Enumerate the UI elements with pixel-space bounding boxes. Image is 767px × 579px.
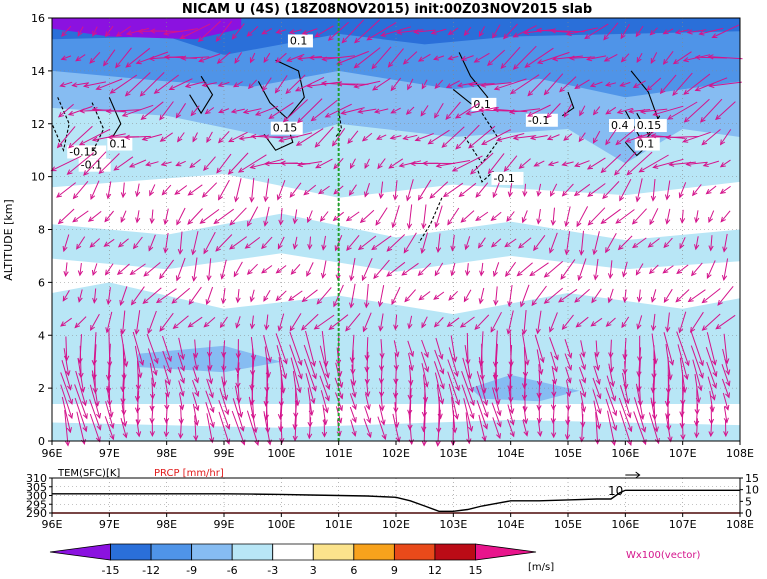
sub-x-tick-label: 101E [325,518,353,531]
x-tick-label: 97E [99,447,120,460]
temp-annotation: 10 [608,484,623,498]
wind-vector [467,333,468,364]
colorbar-swatch [354,544,395,560]
contour-label: -0.1 [493,172,514,185]
colorbar-swatch [313,544,354,560]
colorbar-swatch [394,544,435,560]
x-tick-label: 96E [42,447,63,460]
x-tick-label: 98E [156,447,177,460]
x-tick-label: 100E [267,447,295,460]
contour-label: 0.15 [273,122,298,135]
colorbar-tick-label: 15 [468,564,482,575]
colorbar-tick-label: -12 [142,564,160,575]
colorbar-unit: [m/s] [528,562,554,573]
colorbar-tick-label: 6 [350,564,357,575]
x-tick-label: 105E [554,447,582,460]
x-tick-label: 107E [669,447,697,460]
x-tick-label: 106E [611,447,639,460]
sub-x-tick-label: 96E [42,518,63,531]
sub-x-tick-label: 106E [611,518,639,531]
sub-right-tick-label: 15 [745,472,759,485]
y-tick-label: 10 [31,171,45,184]
colorbar-swatch [475,544,536,560]
colorbar-tick-label: -3 [267,564,278,575]
x-tick-label: 99E [214,447,235,460]
surface-temp-label: TEM(SFC)[K] [57,468,120,479]
sub-x-tick-label: 104E [497,518,525,531]
precip-label: PRCP [mm/hr] [154,468,224,479]
colorbar-tick-label: 12 [428,564,442,575]
colorbar-swatch [192,544,233,560]
x-tick-label: 102E [382,447,410,460]
colorbar-swatch [435,544,476,560]
colorbar-tick-label: -6 [227,564,238,575]
sub-x-tick-label: 105E [554,518,582,531]
y-tick-label: 6 [38,276,45,289]
y-tick-label: 8 [38,224,45,237]
y-tick-label: 14 [31,65,45,78]
sub-arrow-icon [625,472,639,478]
colorbar-tick-label: -9 [186,564,197,575]
sub-right-tick-label: 5 [745,495,752,508]
sub-x-tick-label: 103E [439,518,467,531]
colorbar-swatch [151,544,192,560]
sub-right-tick-label: 10 [745,484,759,497]
contour-label: -0.15 [69,145,97,158]
sub-x-tick-label: 107E [669,518,697,531]
contour-label: 0.1 [637,138,655,151]
sub-x-tick-label: 97E [99,518,120,531]
sub-x-tick-label: 99E [214,518,235,531]
y-tick-label: 12 [31,118,45,131]
colorbar-tick-label: 3 [310,564,317,575]
sub-x-tick-label: 98E [156,518,177,531]
y-tick-label: 0 [38,435,45,448]
sub-x-tick-label: 100E [267,518,295,531]
contour-label: 0.1 [109,138,127,151]
x-tick-label: 108E [726,447,754,460]
chart-title: NICAM U (4S) (18Z08NOV2015) init:00Z03NO… [182,2,592,17]
wind-vector [338,84,369,85]
contour-label: 0.4 [611,119,629,132]
x-tick-label: 101E [325,447,353,460]
y-tick-label: 16 [31,12,45,25]
colorbar-swatch [111,544,152,560]
colorbar-swatch [232,544,273,560]
colorbar-swatch [50,544,111,560]
colorbar-swatch [273,544,314,560]
sub-x-tick-label: 102E [382,518,410,531]
wind-vector [209,340,210,356]
contour-label: 0.15 [637,119,662,132]
y-axis-label: ALTITUDE [km] [2,199,15,280]
sub-x-tick-label: 108E [726,518,754,531]
contour-label: 0.1 [290,34,308,47]
y-tick-label: 4 [38,329,45,342]
y-tick-label: 2 [38,382,45,395]
colorbar-tick-label: 9 [391,564,398,575]
x-tick-label: 104E [497,447,525,460]
colorbar-tick-label: -15 [102,564,120,575]
x-tick-label: 103E [439,447,467,460]
sub-left-tick-label: 310 [26,472,47,485]
vector-legend-label: Wx100(vector) [626,550,701,561]
